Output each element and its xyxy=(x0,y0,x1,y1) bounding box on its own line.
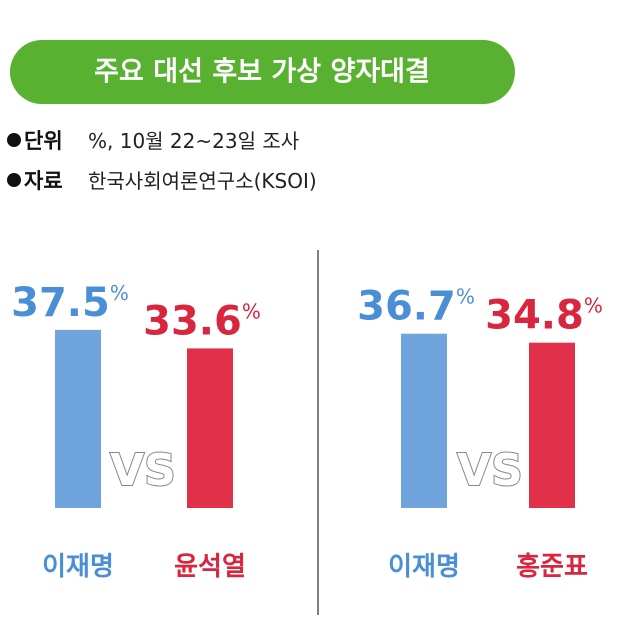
value-label: 37.5% xyxy=(11,280,129,326)
note-label: 자료 xyxy=(24,169,63,193)
bar xyxy=(55,329,101,508)
note-text: 한국사회여론연구소(KSOI) xyxy=(88,169,317,193)
value-number: 34.8 xyxy=(485,293,584,339)
category-label: 홍준표 xyxy=(516,552,588,582)
bullet xyxy=(7,133,21,147)
category-label: 이재명 xyxy=(388,552,460,582)
title: 주요 대선 후보 가상 양자대결 xyxy=(94,57,430,88)
note-text: %, 10월 22~23일 조사 xyxy=(88,129,299,153)
value-unit: % xyxy=(584,294,603,318)
bullet xyxy=(7,173,21,187)
value-unit: % xyxy=(242,299,261,323)
bar xyxy=(401,333,447,508)
value-number: 36.7 xyxy=(357,284,456,330)
vs-label: VS xyxy=(457,445,523,496)
value-number: 33.6 xyxy=(143,298,242,344)
title-pill xyxy=(10,40,515,104)
value-label: 34.8% xyxy=(485,293,603,339)
category-label: 이재명 xyxy=(42,552,114,582)
bar xyxy=(529,342,575,508)
category-label: 윤석열 xyxy=(174,552,246,582)
value-label: 36.7% xyxy=(357,284,475,330)
note-label: 단위 xyxy=(24,129,63,153)
bar xyxy=(187,348,233,508)
value-unit: % xyxy=(456,285,475,309)
value-number: 37.5 xyxy=(11,280,110,326)
value-label: 33.6% xyxy=(143,298,261,344)
value-unit: % xyxy=(110,281,129,305)
vs-label: VS xyxy=(110,445,176,496)
